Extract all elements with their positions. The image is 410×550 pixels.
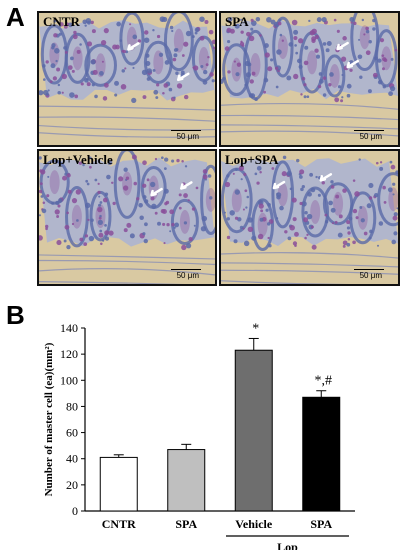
y-tick-label: 60 (66, 426, 78, 440)
x-tick-label: CNTR (102, 517, 136, 531)
panel-b-letter: B (6, 300, 25, 330)
y-tick-label: 40 (66, 452, 78, 466)
micrograph-cntr-image (39, 13, 215, 145)
bar (99, 456, 138, 512)
scale-bar (171, 269, 201, 270)
x-tick-label: SPA (175, 517, 197, 531)
micrograph-label: Lop+Vehicle (43, 152, 113, 167)
micrograph-lop-vehicle-image (39, 151, 215, 284)
scale-bar-label: 50 μm (359, 271, 382, 280)
y-tick-label: 140 (60, 321, 78, 335)
significance-label: * (252, 321, 259, 336)
group-label: Lop (277, 540, 298, 550)
y-tick-label: 80 (66, 399, 78, 413)
micrograph-lop-vehicle: Lop+Vehicle 50 μm (37, 149, 217, 286)
scale-bar-label: 50 μm (176, 132, 199, 141)
micrograph-cntr: CNTR 50 μm (37, 11, 217, 147)
scale-bar (354, 269, 384, 270)
scale-bar (171, 130, 201, 131)
x-tick-label: SPA (310, 517, 332, 531)
micrograph-lop-spa-image (221, 151, 398, 284)
bar-chart: 0 20 40 60 80 100 120 140 Number of master cell … (43, 321, 355, 550)
bar (167, 449, 206, 512)
x-tick-label: Vehicle (235, 517, 273, 531)
scale-bar (354, 130, 384, 131)
y-axis-label: Number of master cell (ea)(mm²) (43, 342, 55, 496)
bar (302, 396, 341, 512)
y-tick-label: 120 (60, 347, 78, 361)
micrograph-spa-image (221, 13, 398, 145)
micrograph-label: Lop+SPA (225, 152, 279, 167)
y-tick-label: 0 (72, 504, 78, 518)
y-tick-label: 100 (60, 373, 78, 387)
y-tick-label: 20 (66, 478, 78, 492)
micrograph-lop-spa: Lop+SPA 50 μm (219, 149, 400, 286)
micrograph-label: SPA (225, 14, 249, 29)
bar (234, 349, 273, 512)
scale-bar-label: 50 μm (359, 132, 382, 141)
panel-a-letter: A (6, 2, 25, 32)
significance-label: *,# (315, 374, 333, 389)
micrograph-label: CNTR (43, 14, 80, 29)
scale-bar-label: 50 μm (176, 271, 199, 280)
micrograph-spa: SPA 50 μm (219, 11, 400, 147)
